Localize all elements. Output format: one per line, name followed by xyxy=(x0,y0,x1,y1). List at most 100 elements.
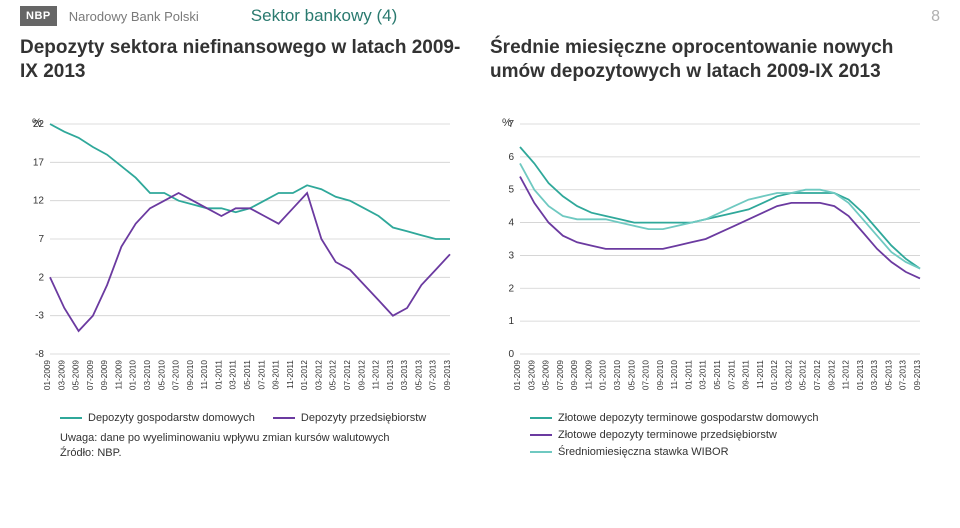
y-tick-label: 3 xyxy=(508,250,514,261)
x-tick-label: 01-2010 xyxy=(599,360,608,390)
y-tick-label: 7 xyxy=(508,119,514,130)
x-tick-label: 03-2009 xyxy=(527,360,536,390)
left-chart-column: Depozyty sektora niefinansowego w latach… xyxy=(20,36,470,462)
x-tick-label: 01-2011 xyxy=(214,360,223,390)
right-legend: Złotowe depozyty terminowe gospodarstw d… xyxy=(490,410,940,461)
x-tick-label: 09-2011 xyxy=(272,360,281,390)
left-legend: Depozyty gospodarstw domowych Depozyty pr… xyxy=(20,410,470,427)
x-tick-label: 03-2013 xyxy=(400,360,409,390)
series-line xyxy=(50,193,450,331)
y-tick-label: -3 xyxy=(35,311,44,322)
x-tick-label: 11-2010 xyxy=(670,360,679,390)
x-tick-label: 11-2010 xyxy=(200,360,209,390)
series-line xyxy=(50,124,450,239)
y-tick-label: 17 xyxy=(33,157,45,168)
x-tick-label: 01-2013 xyxy=(386,360,395,390)
legend-swatch xyxy=(273,417,295,419)
x-tick-label: 03-2010 xyxy=(613,360,622,390)
legend-item: Złotowe depozyty terminowe gospodarstw d… xyxy=(530,412,818,424)
x-tick-label: 05-2010 xyxy=(157,360,166,390)
section-title: Sektor bankowy (4) xyxy=(251,6,397,26)
x-tick-label: 03-2011 xyxy=(229,360,238,390)
x-tick-label: 09-2012 xyxy=(357,360,366,390)
y-tick-label: 2 xyxy=(508,283,514,294)
x-tick-label: 07-2013 xyxy=(429,360,438,390)
x-tick-label: 07-2012 xyxy=(813,360,822,390)
y-tick-label: 5 xyxy=(508,185,514,196)
x-tick-label: 01-2013 xyxy=(856,360,865,390)
x-tick-label: 11-2009 xyxy=(114,360,123,390)
x-tick-label: 09-2010 xyxy=(656,360,665,390)
x-tick-label: 09-2009 xyxy=(570,360,579,390)
x-tick-label: 09-2011 xyxy=(742,360,751,390)
x-tick-label: 01-2009 xyxy=(513,360,522,390)
x-tick-label: 03-2009 xyxy=(57,360,66,390)
y-tick-label: -8 xyxy=(35,349,44,360)
legend-item: Depozyty gospodarstw domowych xyxy=(60,412,255,424)
x-tick-label: 01-2009 xyxy=(43,360,52,390)
note-label-2: Źródło: xyxy=(60,447,94,459)
x-tick-label: 07-2010 xyxy=(172,360,181,390)
x-tick-label: 11-2011 xyxy=(756,360,765,389)
x-tick-label: 05-2009 xyxy=(542,360,551,390)
x-tick-label: 05-2009 xyxy=(72,360,81,390)
note-text-2: NBP. xyxy=(97,447,121,459)
x-tick-label: 07-2010 xyxy=(642,360,651,390)
x-tick-label: 07-2011 xyxy=(257,360,266,390)
x-tick-label: 03-2013 xyxy=(870,360,879,390)
legend-label: Średniomiesięczna stawka WIBOR xyxy=(558,446,729,458)
x-tick-label: 11-2011 xyxy=(286,360,295,389)
y-tick-label: 7 xyxy=(38,234,44,245)
x-tick-label: 09-2013 xyxy=(913,360,922,390)
right-chart-svg: %0123456701-200903-200905-200907-200909-… xyxy=(490,114,940,404)
y-tick-label: 4 xyxy=(508,218,514,229)
x-tick-label: 01-2012 xyxy=(770,360,779,390)
legend-label: Depozyty przedsiębiorstw xyxy=(301,412,426,424)
x-tick-label: 09-2009 xyxy=(100,360,109,390)
x-tick-label: 11-2012 xyxy=(372,360,381,390)
y-tick-label: 1 xyxy=(508,316,514,327)
x-tick-label: 07-2013 xyxy=(899,360,908,390)
y-tick-label: 0 xyxy=(508,349,514,360)
charts-row: Depozyty sektora niefinansowego w latach… xyxy=(0,26,960,462)
left-chart-area: %-8-32712172201-200903-200905-200907-200… xyxy=(20,114,470,404)
x-tick-label: 05-2013 xyxy=(884,360,893,390)
header: NBP Narodowy Bank Polski Sektor bankowy … xyxy=(0,0,960,26)
page-number: 8 xyxy=(931,8,940,26)
legend-swatch xyxy=(530,451,552,453)
x-tick-label: 03-2011 xyxy=(699,360,708,390)
x-tick-label: 01-2012 xyxy=(300,360,309,390)
x-tick-label: 01-2011 xyxy=(684,360,693,390)
legend-swatch xyxy=(60,417,82,419)
x-tick-label: 03-2012 xyxy=(314,360,323,390)
legend-label: Złotowe depozyty terminowe przedsiębiors… xyxy=(558,429,777,441)
y-tick-label: 12 xyxy=(33,196,45,207)
x-tick-label: 05-2011 xyxy=(243,360,252,390)
left-chart-svg: %-8-32712172201-200903-200905-200907-200… xyxy=(20,114,470,404)
x-tick-label: 09-2013 xyxy=(443,360,452,390)
x-tick-label: 05-2010 xyxy=(627,360,636,390)
x-tick-label: 05-2012 xyxy=(799,360,808,390)
series-line xyxy=(520,177,920,279)
x-tick-label: 09-2012 xyxy=(827,360,836,390)
y-tick-label: 2 xyxy=(38,272,44,283)
x-tick-label: 05-2013 xyxy=(414,360,423,390)
bank-name: Narodowy Bank Polski xyxy=(69,9,199,24)
y-tick-label: 6 xyxy=(508,152,514,163)
right-chart-column: Średnie miesięczne oprocentowanie nowych… xyxy=(490,36,940,462)
x-tick-label: 03-2010 xyxy=(143,360,152,390)
right-chart-area: %0123456701-200903-200905-200907-200909-… xyxy=(490,114,940,404)
legend-swatch xyxy=(530,417,552,419)
legend-item: Średniomiesięczna stawka WIBOR xyxy=(530,446,729,458)
left-footnote: Uwaga: dane po wyeliminowaniu wpływu zmi… xyxy=(20,431,470,462)
x-tick-label: 11-2009 xyxy=(584,360,593,390)
x-tick-label: 05-2012 xyxy=(329,360,338,390)
right-chart-title: Średnie miesięczne oprocentowanie nowych… xyxy=(490,36,940,108)
left-chart-title: Depozyty sektora niefinansowego w latach… xyxy=(20,36,470,108)
x-tick-label: 07-2009 xyxy=(86,360,95,390)
series-line xyxy=(520,147,920,269)
x-tick-label: 07-2009 xyxy=(556,360,565,390)
legend-swatch xyxy=(530,434,552,436)
x-tick-label: 11-2012 xyxy=(842,360,851,390)
legend-label: Złotowe depozyty terminowe gospodarstw d… xyxy=(558,412,818,424)
